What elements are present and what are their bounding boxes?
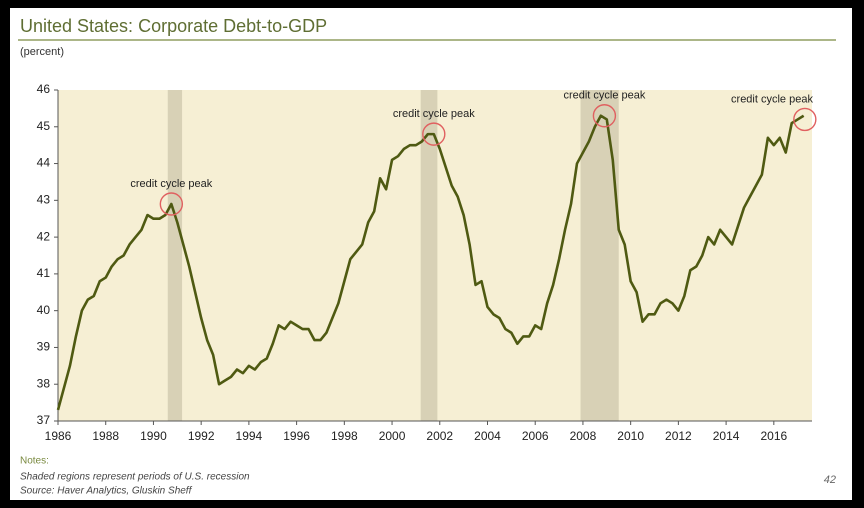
x-tick-label: 2010	[617, 429, 644, 443]
x-tick-label: 1990	[140, 429, 167, 443]
peak-circle	[793, 107, 817, 132]
annotation: credit cycle peak	[393, 108, 475, 120]
peak-circle	[422, 122, 446, 146]
x-tick-label: 2012	[665, 429, 692, 443]
page-number: 42	[824, 474, 836, 486]
x-tick-label: 1992	[188, 429, 215, 443]
recession-band	[420, 90, 438, 421]
annotation: credit cycle peak	[563, 90, 645, 102]
y-tick-label: 46	[37, 82, 51, 96]
x-tick-label: 1988	[92, 429, 119, 443]
peak-circle	[159, 192, 184, 216]
x-tick-label: 1998	[331, 429, 358, 443]
data-line	[56, 114, 805, 411]
chart-title: United States: Corporate Debt-to-GDP	[20, 16, 327, 36]
notes-heading: Notes:	[20, 456, 49, 467]
note: Source: Haver Analytics, Gluskin Sheff	[20, 486, 193, 497]
recession-band	[167, 90, 183, 421]
y-tick-label: 45	[37, 119, 51, 133]
x-tick-label: 2000	[379, 429, 406, 443]
peak-circle	[592, 104, 617, 128]
y-tick-label: 40	[37, 303, 51, 317]
note: Shaded regions represent periods of U.S.…	[20, 472, 250, 483]
y-tick-label: 41	[37, 266, 51, 280]
x-tick-label: 1994	[236, 429, 263, 443]
x-tick-label: 2004	[474, 429, 501, 443]
x-tick-label: 1996	[283, 429, 310, 443]
y-tick-label: 42	[37, 229, 51, 243]
y-tick-label: 39	[37, 340, 51, 354]
x-tick-label: 2016	[760, 429, 787, 443]
x-tick-label: 2008	[570, 429, 597, 443]
recession-band	[580, 90, 619, 421]
y-axis-label: (percent)	[20, 46, 64, 58]
y-tick-label: 44	[37, 156, 51, 170]
y-tick-label: 37	[37, 413, 51, 427]
annotation: credit cycle peak	[731, 93, 813, 105]
x-tick-label: 2006	[522, 429, 549, 443]
x-tick-label: 1986	[45, 429, 72, 443]
annotation: credit cycle peak	[130, 178, 212, 190]
x-tick-label: 2014	[713, 429, 740, 443]
y-tick-label: 38	[37, 376, 51, 390]
x-tick-label: 2002	[426, 429, 453, 443]
y-tick-label: 43	[37, 193, 51, 207]
